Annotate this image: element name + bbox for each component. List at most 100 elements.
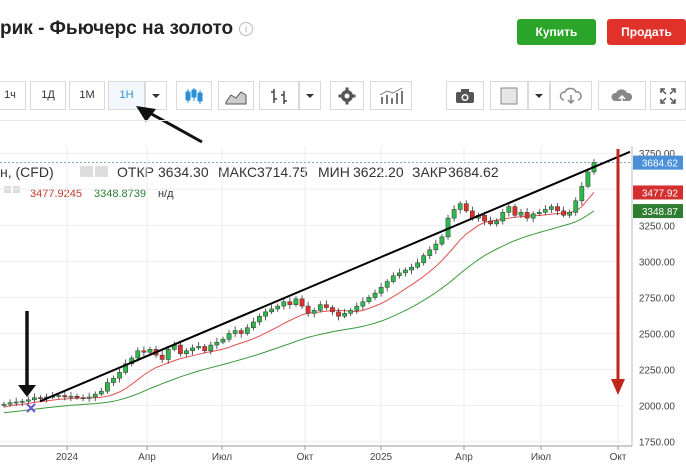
candle	[360, 301, 366, 307]
candle	[7, 402, 13, 405]
instrument-title: рик - Фьючерс на золото i	[0, 18, 254, 40]
candle	[251, 321, 256, 328]
candle	[415, 262, 420, 268]
upload-button[interactable]	[598, 81, 646, 110]
y-tick-label: 3000.00	[639, 257, 676, 268]
candle	[549, 206, 554, 210]
candle	[244, 327, 250, 334]
timeframe-1d-button[interactable]: 1Д	[30, 81, 66, 110]
candle	[111, 377, 116, 383]
chart-type-dropdown[interactable]	[299, 81, 321, 110]
candle	[494, 220, 500, 225]
timeframe-dropdown[interactable]	[145, 81, 167, 110]
candle	[238, 330, 244, 334]
candle	[305, 305, 311, 314]
candle	[68, 395, 74, 398]
y-tick-label: 2750.00	[639, 293, 676, 304]
x-tick-label: Окт	[610, 452, 627, 463]
bar-chart-icon	[271, 89, 287, 104]
camera-icon	[456, 89, 474, 103]
candle	[226, 333, 232, 340]
eye-icon[interactable]	[80, 166, 93, 177]
sell-button[interactable]: Продать	[607, 19, 686, 45]
candle	[403, 269, 408, 274]
x-tick-label: Июл	[531, 452, 551, 463]
candle	[293, 298, 299, 305]
candle	[579, 186, 585, 202]
candle	[208, 344, 214, 352]
y-tick-label: 2500.00	[639, 330, 676, 341]
candle	[561, 210, 566, 216]
candle	[342, 313, 347, 317]
buy-button[interactable]: Купить	[517, 19, 596, 45]
area-chart-icon	[225, 91, 247, 105]
candlestick-type-button[interactable]	[176, 81, 212, 110]
candle	[105, 382, 110, 392]
legend-low-label: МИН	[318, 164, 350, 180]
candle	[190, 347, 195, 352]
x-tick-label: Апр	[138, 452, 156, 463]
candle	[427, 249, 433, 256]
candle	[98, 390, 104, 395]
candle	[147, 349, 153, 353]
screenshot-button[interactable]	[446, 81, 484, 110]
candle	[384, 281, 390, 288]
y-tick-label: 3750.00	[639, 149, 676, 160]
timeframe-1m-button[interactable]: 1М	[69, 81, 105, 110]
price-chart: н, (CFD) ОТКР 3634.30 МАКС 3714.75 МИН 3…	[0, 146, 683, 463]
candle	[530, 213, 536, 219]
fullscreen-button[interactable]	[650, 81, 686, 110]
candle	[178, 344, 183, 354]
timeframe-1h-button[interactable]: 1ч	[0, 81, 26, 110]
color-dropdown[interactable]	[528, 81, 550, 110]
candle	[567, 212, 573, 216]
candle	[257, 315, 262, 323]
candle	[62, 395, 68, 398]
candle	[220, 339, 226, 343]
candle	[86, 396, 92, 399]
candle	[421, 255, 427, 264]
x-tick-label: Апр	[455, 452, 473, 463]
close-icon[interactable]	[95, 166, 108, 177]
ma-fast-line	[3, 192, 595, 408]
candle	[38, 397, 43, 399]
info-icon[interactable]: i	[239, 21, 254, 36]
area-type-button[interactable]	[218, 81, 254, 110]
x-tick-label: Окт	[297, 452, 314, 463]
candle	[372, 292, 378, 298]
legend: н, (CFD) ОТКР 3634.30 МАКС 3714.75 МИН 3…	[0, 164, 499, 200]
fullscreen-icon	[660, 88, 676, 104]
color-button[interactable]	[490, 81, 528, 110]
candle	[123, 363, 129, 373]
settings-button[interactable]	[330, 81, 364, 110]
x-tick-label: Июл	[212, 452, 232, 463]
candle	[275, 305, 281, 310]
legend-ma-fast: 3477.9245	[30, 188, 82, 200]
legend-open: 3634.30	[158, 164, 209, 180]
download-button[interactable]	[550, 81, 592, 110]
bar-type-button[interactable]	[259, 81, 299, 110]
color-box-icon	[500, 87, 518, 105]
candle	[439, 236, 445, 245]
candle	[25, 399, 31, 402]
candle	[202, 346, 208, 352]
candle	[196, 346, 201, 349]
trend-line	[39, 150, 631, 403]
candle	[299, 298, 305, 307]
x-tick-label: 2025	[370, 452, 393, 463]
candle	[269, 308, 274, 313]
candle	[80, 397, 86, 399]
candle	[92, 393, 98, 398]
candle	[397, 272, 402, 277]
candle	[482, 214, 487, 222]
candle	[463, 203, 469, 212]
chevron-down-icon	[535, 94, 543, 98]
candle	[542, 209, 548, 213]
y-tick-label: 2250.00	[639, 366, 676, 377]
candle	[311, 310, 317, 314]
timeframe-1w-button[interactable]: 1Н	[108, 81, 145, 110]
candle	[159, 354, 165, 360]
indicators-icon	[379, 87, 403, 104]
chevron-down-icon	[152, 94, 160, 98]
indicators-button[interactable]	[370, 81, 412, 110]
